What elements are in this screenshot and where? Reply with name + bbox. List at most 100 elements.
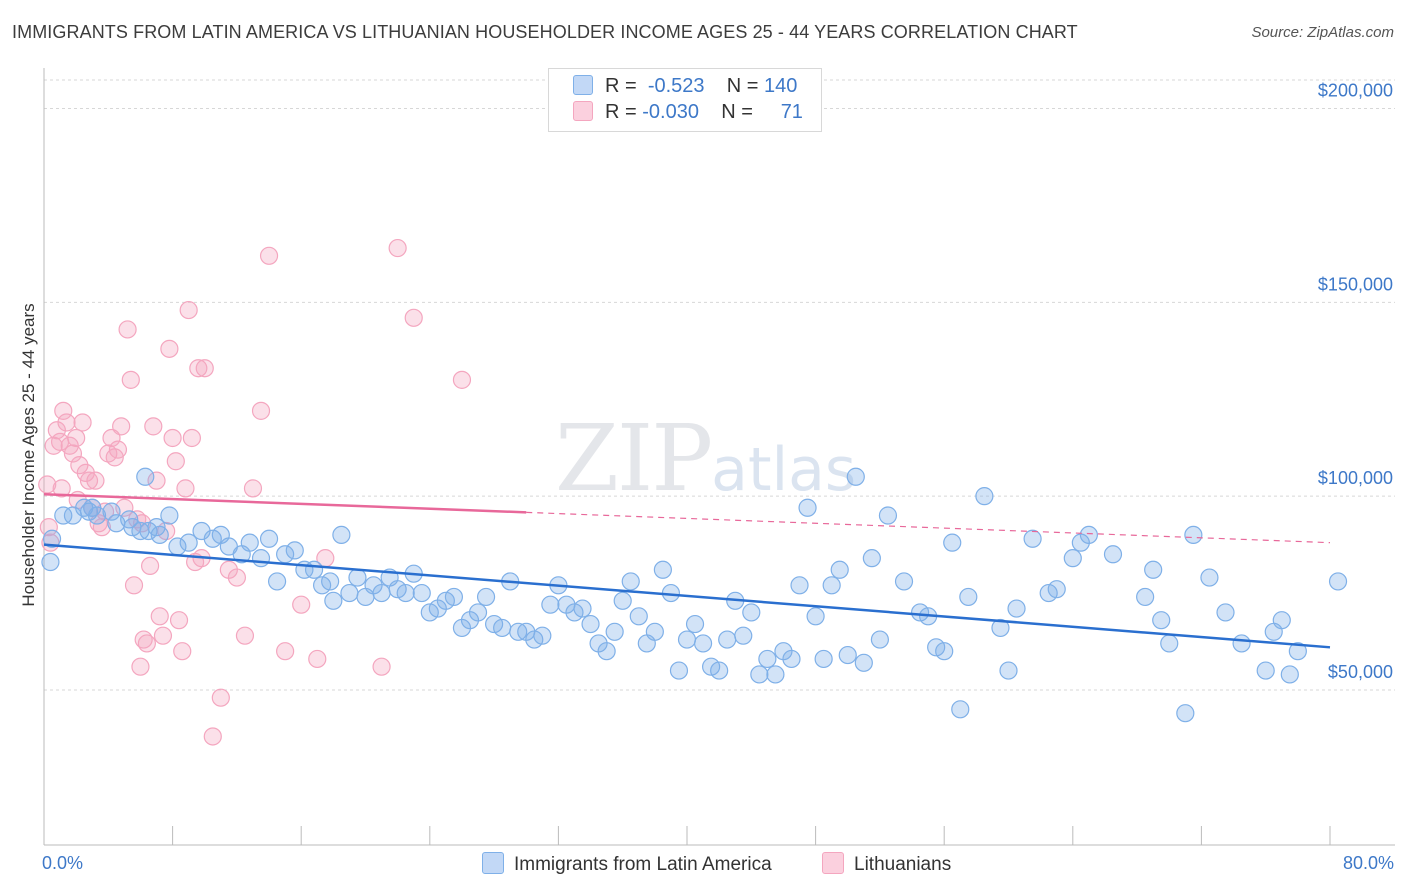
- point-latin-america: [332, 525, 351, 545]
- point-lithuanians: [173, 642, 192, 661]
- point-lithuanians: [73, 413, 92, 432]
- axes: [43, 68, 1395, 846]
- point-latin-america: [621, 572, 640, 591]
- point-latin-america: [790, 576, 809, 595]
- point-latin-america: [1200, 568, 1219, 587]
- point-latin-america: [251, 549, 271, 568]
- point-latin-america: [718, 630, 737, 649]
- point-latin-america: [613, 591, 632, 610]
- point-lithuanians: [39, 518, 58, 537]
- point-latin-america: [734, 626, 753, 645]
- y-axis-label: Householder Income Ages 25 - 44 years: [19, 303, 38, 606]
- point-latin-america: [468, 603, 488, 622]
- point-latin-america: [150, 525, 169, 545]
- point-latin-america: [259, 529, 279, 548]
- point-latin-america: [629, 607, 648, 626]
- point-latin-america: [645, 622, 664, 641]
- point-latin-america: [806, 607, 825, 626]
- point-latin-america: [160, 506, 179, 525]
- point-latin-america: [999, 661, 1018, 680]
- x-tick-label-start: 0.0%: [42, 853, 83, 873]
- point-latin-america: [240, 533, 259, 552]
- point-lithuanians: [388, 238, 407, 258]
- point-latin-america: [991, 618, 1010, 638]
- point-latin-america: [324, 591, 343, 610]
- point-latin-america: [493, 618, 512, 638]
- point-latin-america: [1184, 525, 1203, 545]
- bottom-legend-swatch-blue: [482, 852, 504, 874]
- point-lithuanians: [404, 308, 423, 327]
- point-lithuanians: [169, 611, 189, 630]
- point-latin-america: [846, 467, 865, 486]
- point-lithuanians: [54, 401, 73, 420]
- point-lithuanians: [182, 428, 201, 448]
- point-lithuanians: [176, 479, 195, 498]
- chart-title: IMMIGRANTS FROM LATIN AMERICA VS LITHUAN…: [12, 22, 1078, 42]
- watermark-atlas: atlas: [711, 435, 857, 505]
- point-latin-america: [1160, 634, 1179, 653]
- point-latin-america: [669, 661, 689, 680]
- zipatlas-watermark: ZIPatlas: [555, 405, 856, 512]
- point-latin-america: [396, 583, 415, 603]
- point-latin-america: [854, 653, 873, 672]
- point-latin-america: [742, 603, 761, 622]
- point-latin-america: [340, 583, 359, 603]
- point-latin-america: [750, 665, 769, 684]
- point-lithuanians: [195, 359, 214, 378]
- bottom-legend-latin-america: Immigrants from Latin America: [482, 852, 772, 876]
- point-latin-america: [1216, 603, 1235, 622]
- point-lithuanians: [189, 359, 208, 378]
- point-lithuanians: [211, 688, 230, 707]
- point-lithuanians: [118, 320, 137, 339]
- trend-line-lithuanians-solid: [43, 492, 527, 514]
- point-latin-america: [693, 634, 713, 653]
- point-latin-america: [1079, 525, 1098, 545]
- point-lithuanians: [160, 339, 179, 358]
- point-latin-america: [573, 599, 592, 618]
- legend-row-latin-america: R = -0.523 N = 140: [573, 75, 797, 101]
- point-latin-america: [321, 572, 340, 591]
- point-latin-america: [42, 529, 62, 548]
- correlation-legend: R = -0.523 N = 140 R = -0.030 N = 71: [548, 68, 822, 132]
- point-latin-america: [959, 587, 978, 607]
- legend-n-label: N =: [726, 75, 759, 97]
- point-latin-america: [878, 506, 898, 525]
- point-latin-america: [1176, 704, 1195, 723]
- point-lithuanians: [203, 727, 222, 746]
- point-lithuanians: [112, 417, 131, 436]
- point-latin-america: [41, 552, 60, 572]
- point-lithuanians: [251, 401, 271, 420]
- point-lithuanians: [102, 428, 121, 448]
- point-latin-america: [1256, 661, 1275, 680]
- point-latin-america: [710, 661, 729, 680]
- point-lithuanians: [308, 649, 327, 669]
- point-latin-america: [267, 572, 287, 591]
- point-latin-america: [798, 498, 817, 517]
- source-label: Source: ZipAtlas.com: [1251, 24, 1394, 41]
- point-lithuanians: [150, 607, 169, 626]
- watermark-zip: ZIP: [555, 405, 713, 512]
- point-lithuanians: [57, 413, 76, 432]
- point-latin-america: [935, 642, 954, 661]
- point-latin-america: [412, 583, 431, 603]
- point-latin-america: [1136, 587, 1155, 607]
- point-lithuanians: [243, 479, 263, 498]
- point-latin-america: [1328, 572, 1348, 591]
- point-lithuanians: [92, 518, 111, 537]
- point-lithuanians: [372, 657, 391, 676]
- point-latin-america: [894, 572, 914, 591]
- point-latin-america: [1047, 580, 1066, 599]
- point-lithuanians: [163, 428, 182, 448]
- point-lithuanians: [179, 300, 198, 320]
- legend-swatch-pink: [573, 101, 593, 121]
- point-latin-america: [1232, 634, 1251, 653]
- point-lithuanians: [121, 370, 140, 389]
- trend-lines: [43, 492, 1331, 649]
- point-lithuanians: [153, 626, 173, 645]
- point-lithuanians: [38, 475, 57, 494]
- point-latin-america: [1272, 611, 1291, 630]
- point-lithuanians: [137, 634, 156, 653]
- point-lithuanians: [79, 471, 99, 490]
- legend-r-value: -0.030: [642, 101, 699, 123]
